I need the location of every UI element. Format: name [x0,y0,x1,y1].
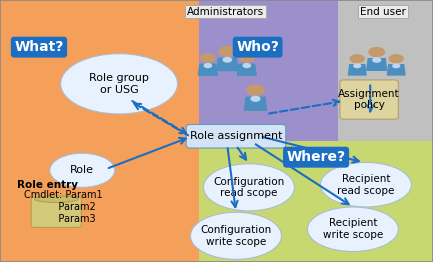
Polygon shape [237,64,257,76]
Circle shape [218,46,236,57]
Text: Role assignment: Role assignment [190,131,282,141]
Text: End user: End user [360,7,406,17]
Polygon shape [366,58,388,71]
Text: Role entry: Role entry [17,180,78,190]
Text: Role: Role [70,165,94,175]
Text: Recipient
write scope: Recipient write scope [323,219,383,240]
Text: Configuration
read scope: Configuration read scope [213,177,284,198]
Circle shape [250,96,261,102]
Ellipse shape [191,212,281,259]
Circle shape [239,53,255,63]
Circle shape [392,63,401,68]
Circle shape [246,84,265,96]
Ellipse shape [61,54,178,114]
Text: Recipient
read scope: Recipient read scope [337,174,394,195]
Circle shape [349,54,365,63]
Text: Role group
or USG: Role group or USG [89,73,149,95]
Ellipse shape [204,164,294,211]
Bar [338,0,433,141]
Polygon shape [198,64,218,76]
Circle shape [353,63,362,68]
Polygon shape [387,64,406,76]
Circle shape [200,53,216,63]
Bar [199,141,433,262]
FancyBboxPatch shape [340,80,398,119]
Polygon shape [216,58,239,71]
FancyBboxPatch shape [31,197,81,227]
Text: Who?: Who? [236,40,279,54]
Circle shape [204,63,212,68]
Bar [0,0,199,262]
Text: Where?: Where? [287,150,346,164]
Text: Configuration
write scope: Configuration write scope [200,225,271,247]
Text: Cmdlet: Param1
           Param2
           Param3: Cmdlet: Param1 Param2 Param3 [24,190,103,223]
Polygon shape [244,97,267,111]
Text: Assignment
policy: Assignment policy [338,89,400,110]
Circle shape [368,47,385,57]
Circle shape [223,57,232,63]
Circle shape [372,57,381,63]
FancyBboxPatch shape [186,124,286,148]
Circle shape [242,63,251,68]
Ellipse shape [50,153,115,187]
Circle shape [388,54,404,63]
Ellipse shape [35,196,78,202]
Bar [199,0,338,141]
Polygon shape [348,64,367,76]
Text: Administrators: Administrators [187,7,264,17]
Text: What?: What? [14,40,64,54]
Ellipse shape [307,207,398,252]
Ellipse shape [320,162,411,207]
